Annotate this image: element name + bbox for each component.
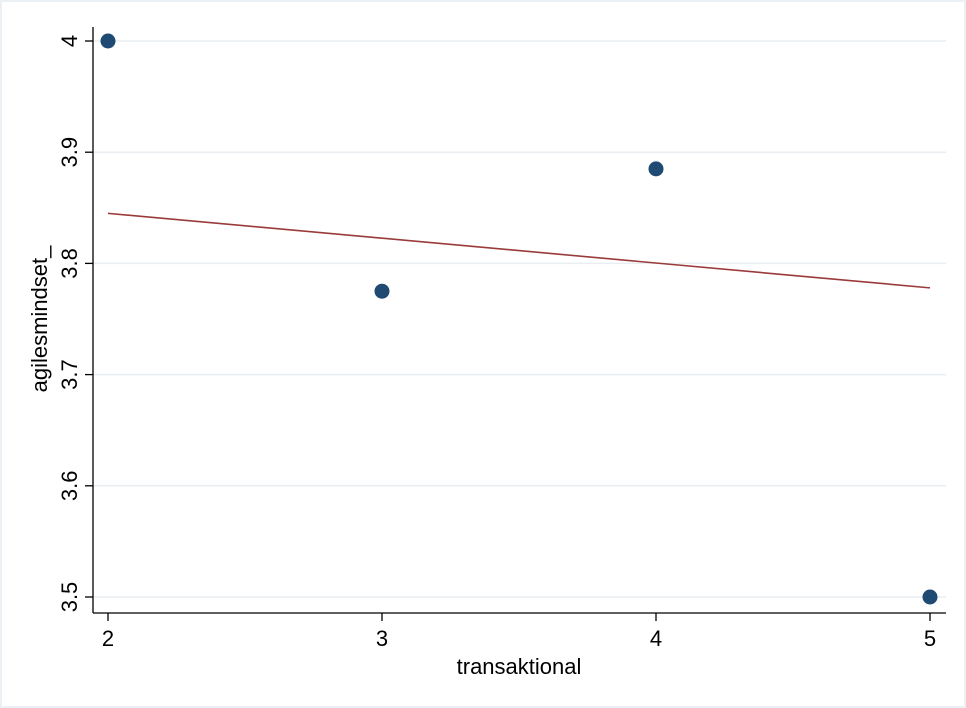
y-tick-label: 3.9 bbox=[57, 137, 82, 168]
y-tick-label: 3.6 bbox=[57, 471, 82, 502]
y-tick-label: 4 bbox=[57, 35, 82, 47]
scatter-point bbox=[100, 33, 116, 49]
x-axis-label: transaktional bbox=[457, 654, 582, 679]
y-axis-label: agilesmindset_ bbox=[27, 245, 52, 393]
scatter-point bbox=[374, 283, 390, 299]
fit-line bbox=[107, 212, 931, 289]
fit-line-layer bbox=[107, 212, 931, 289]
grid bbox=[93, 40, 946, 598]
y-tick-labels: 3.5 3.6 3.7 3.8 3.9 4 bbox=[57, 35, 93, 612]
y-tick-label: 3.5 bbox=[57, 582, 82, 613]
x-tick-label: 3 bbox=[376, 626, 388, 651]
points-layer bbox=[100, 33, 938, 605]
x-tick-label: 5 bbox=[924, 626, 936, 651]
x-tick-labels: 2 3 4 5 bbox=[102, 613, 936, 651]
scatter-point bbox=[922, 589, 938, 605]
x-tick-label: 4 bbox=[650, 626, 662, 651]
y-tick-label: 3.7 bbox=[57, 359, 82, 390]
axes bbox=[92, 27, 946, 614]
x-tick-label: 2 bbox=[102, 626, 114, 651]
scatter-point bbox=[648, 161, 664, 177]
y-tick-label: 3.8 bbox=[57, 248, 82, 279]
